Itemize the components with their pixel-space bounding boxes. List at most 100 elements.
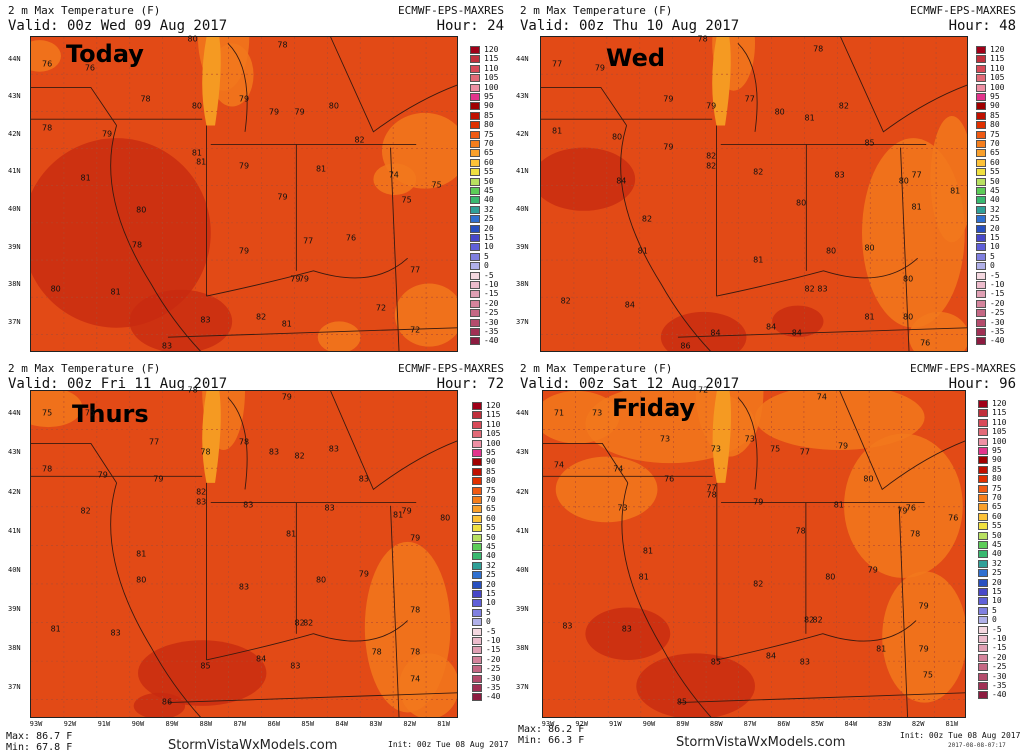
legend-row: 120 bbox=[470, 45, 518, 54]
temperature-value: 78 bbox=[371, 647, 382, 657]
legend-row: -10 bbox=[472, 636, 520, 645]
legend-swatch bbox=[978, 682, 988, 690]
temperature-value: 79 bbox=[101, 129, 113, 139]
legend-swatch bbox=[978, 625, 988, 634]
legend-label: -20 bbox=[990, 298, 1005, 308]
temperature-value: 79 bbox=[837, 441, 849, 451]
temperature-value: 72 bbox=[375, 303, 387, 313]
legend-swatch bbox=[470, 102, 480, 111]
panel-friday: 2 m Max Temperature (F) Valid: 00z Sat 1… bbox=[512, 358, 1024, 752]
state-border bbox=[541, 87, 627, 126]
longitude-label: 86W bbox=[777, 720, 790, 728]
legend-swatch bbox=[472, 618, 482, 627]
legend-swatch bbox=[976, 102, 986, 111]
legend-label: 65 bbox=[992, 502, 1002, 512]
legend-label: 120 bbox=[990, 45, 1005, 54]
min-value: Min: 66.3 F bbox=[518, 735, 585, 746]
legend-label: 60 bbox=[486, 513, 496, 523]
temperature-value: 78 bbox=[42, 123, 53, 133]
temperature-value: 80 bbox=[191, 101, 202, 111]
state-border bbox=[110, 482, 202, 717]
warm-zone bbox=[930, 116, 967, 243]
temperature-value: 84 bbox=[791, 328, 802, 338]
temperature-value: 79 bbox=[867, 565, 878, 575]
longitude-label: 93W bbox=[29, 720, 43, 728]
legend-row: 40 bbox=[470, 195, 518, 205]
legend-swatch bbox=[472, 496, 482, 504]
legend-swatch bbox=[976, 290, 986, 299]
model-name: ECMWF-EPS-MAXRES bbox=[398, 362, 504, 375]
legend-label: 70 bbox=[992, 493, 1002, 502]
legend-row: -40 bbox=[472, 692, 520, 702]
latitude-label: 43N bbox=[516, 92, 529, 101]
legend-label: 110 bbox=[486, 419, 501, 429]
legend-row: 10 bbox=[978, 596, 1024, 606]
legend-swatch bbox=[978, 522, 988, 531]
legend-row: 70 bbox=[976, 139, 1024, 148]
legend-swatch bbox=[976, 46, 986, 54]
legend-swatch bbox=[978, 597, 988, 606]
legend-label: 105 bbox=[990, 73, 1005, 83]
legend-row: 20 bbox=[470, 224, 518, 233]
temperature-map bbox=[30, 36, 458, 352]
hot-zone bbox=[541, 147, 636, 211]
temperature-value: 84 bbox=[616, 176, 627, 186]
legend-row: 60 bbox=[472, 513, 520, 523]
longitude-label: 86W bbox=[267, 720, 281, 728]
legend-label: 100 bbox=[484, 82, 499, 92]
longitude-label: 88W bbox=[709, 720, 723, 728]
temperature-value: 83 bbox=[621, 624, 632, 634]
init-time: Init: 00z Tue 08 Aug 2017 bbox=[900, 731, 1021, 740]
legend-label: -40 bbox=[484, 336, 499, 346]
legend-row: 65 bbox=[470, 148, 518, 158]
temperature-value: 83 bbox=[562, 621, 573, 631]
state-border bbox=[167, 692, 457, 704]
legend-label: 40 bbox=[990, 195, 1000, 205]
hot-zone bbox=[585, 607, 671, 660]
legend-label: 75 bbox=[990, 129, 1000, 139]
legend-label: -20 bbox=[484, 298, 499, 308]
legend-row: 110 bbox=[470, 63, 518, 73]
warm-zone bbox=[585, 391, 755, 464]
legend-swatch bbox=[472, 684, 482, 692]
legend-swatch bbox=[976, 64, 986, 73]
legend-row: 105 bbox=[470, 73, 518, 83]
legend-label: 110 bbox=[484, 63, 499, 73]
legend-swatch bbox=[978, 541, 988, 549]
legend-swatch bbox=[976, 205, 986, 214]
temperature-value: 79 bbox=[918, 601, 929, 611]
legend-swatch bbox=[978, 569, 988, 578]
warm-zone bbox=[882, 571, 965, 703]
temperature-value: 81 bbox=[315, 164, 327, 174]
panel-header: 2 m Max Temperature (F) Valid: 00z Wed 0… bbox=[0, 0, 512, 34]
legend-swatch bbox=[470, 196, 480, 205]
legend-swatch bbox=[978, 447, 988, 455]
legend-swatch bbox=[978, 691, 988, 700]
legend-row: 10 bbox=[976, 242, 1024, 252]
valid-time: Valid: 00z Sat 12 Aug 2017 bbox=[520, 376, 740, 392]
legend-row: -40 bbox=[978, 690, 1024, 700]
state-border bbox=[716, 257, 918, 297]
legend-swatch bbox=[472, 655, 482, 664]
legend-row: 105 bbox=[472, 429, 520, 439]
latitude-label: 39N bbox=[8, 604, 21, 613]
legend-swatch bbox=[472, 524, 482, 533]
temperature-map bbox=[30, 390, 458, 718]
temperature-value: 85 bbox=[676, 697, 687, 707]
legend-row: -20 bbox=[976, 298, 1024, 308]
legend-row: 32 bbox=[472, 560, 520, 570]
legend-row: 120 bbox=[472, 401, 520, 410]
temperature-value: 72 bbox=[698, 385, 709, 395]
temperature-value: 76 bbox=[920, 338, 931, 348]
legend-row: 90 bbox=[978, 455, 1024, 465]
longitude-label: 92W bbox=[63, 720, 77, 728]
temperature-value: 81 bbox=[950, 186, 961, 196]
state-border bbox=[620, 125, 711, 351]
legend-label: 32 bbox=[486, 560, 496, 570]
temperature-value: 84 bbox=[256, 654, 267, 664]
legend-swatch bbox=[978, 409, 988, 418]
state-border bbox=[330, 391, 457, 491]
legend-row: 10 bbox=[470, 242, 518, 252]
hot-zone bbox=[660, 311, 747, 351]
legend-label: 105 bbox=[992, 427, 1007, 437]
